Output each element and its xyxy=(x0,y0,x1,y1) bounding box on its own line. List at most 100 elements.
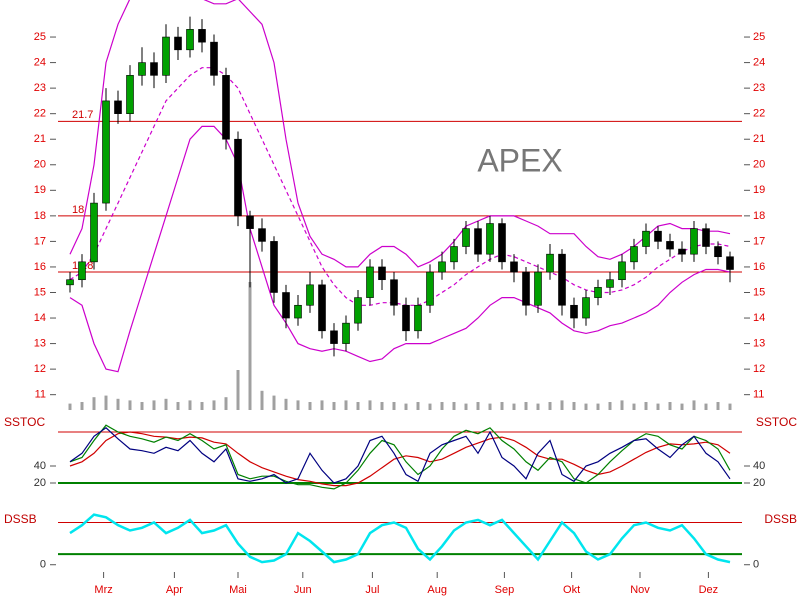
y-tick-label: 22 xyxy=(753,108,765,120)
candle-body xyxy=(666,241,674,250)
candle-body xyxy=(546,253,554,273)
candle-body xyxy=(654,230,662,242)
y-tick-label: 17 xyxy=(753,235,765,247)
volume-bar xyxy=(632,403,636,410)
volume-bar xyxy=(728,403,732,410)
panel-title: DSSB xyxy=(764,512,797,526)
y-tick-label: 23 xyxy=(34,82,46,94)
volume-bar xyxy=(188,400,192,410)
candle-body xyxy=(522,271,530,306)
candle-body xyxy=(630,246,638,263)
y-tick-label: 20 xyxy=(753,159,765,171)
volume-bar xyxy=(644,402,648,410)
y-tick-label: 40 xyxy=(753,460,765,472)
volume-bar xyxy=(332,402,336,410)
candle-body xyxy=(570,304,578,319)
volume-bar xyxy=(716,402,720,410)
candle-body xyxy=(534,271,542,306)
y-tick-label: 11 xyxy=(35,389,46,401)
candle-body xyxy=(714,246,722,258)
volume-bar xyxy=(488,403,492,410)
volume-bar xyxy=(560,400,564,410)
x-tick-label: Sep xyxy=(495,584,515,596)
volume-bar xyxy=(596,403,600,410)
candle-body xyxy=(342,322,350,344)
volume-bar xyxy=(680,403,684,410)
band-lower xyxy=(69,125,731,373)
y-tick-label: 19 xyxy=(34,184,46,196)
y-tick-label: 24 xyxy=(34,56,46,68)
y-tick-label: 40 xyxy=(34,460,46,472)
candle-body xyxy=(378,266,386,281)
series-line xyxy=(69,424,731,490)
candle-body xyxy=(678,248,686,255)
volume-bar xyxy=(320,400,324,410)
y-tick-label: 18 xyxy=(753,210,765,222)
candle-body xyxy=(702,228,710,247)
volume-bar xyxy=(104,395,108,410)
volume-bar xyxy=(140,402,144,410)
y-tick-label: 25 xyxy=(753,31,765,43)
y-tick-label: 11 xyxy=(753,389,764,401)
y-tick-label: 23 xyxy=(753,82,765,94)
y-tick-label: 0 xyxy=(40,559,46,571)
candle-body xyxy=(90,202,98,263)
candle-body xyxy=(438,261,446,273)
volume-bar xyxy=(212,400,216,410)
candle-body xyxy=(582,297,590,319)
x-tick-label: Jun xyxy=(294,584,312,596)
volume-bar xyxy=(272,395,276,410)
candle-body xyxy=(126,75,134,114)
volume-bar xyxy=(704,403,708,410)
candle-body xyxy=(726,256,734,270)
volume-bar xyxy=(116,398,120,410)
candle-body xyxy=(330,330,338,344)
volume-bar xyxy=(284,398,288,410)
candle-body xyxy=(690,228,698,255)
volume-bar xyxy=(620,400,624,410)
volume-bar xyxy=(572,402,576,410)
y-tick-label: 22 xyxy=(34,108,46,120)
panel-title: DSSB xyxy=(4,512,37,526)
volume-bar xyxy=(584,403,588,410)
x-tick-label: Aug xyxy=(427,584,447,596)
x-tick-label: Apr xyxy=(166,584,183,596)
volume-bar xyxy=(164,398,168,410)
candle-body xyxy=(78,261,86,281)
x-tick-label: Dez xyxy=(699,584,719,596)
volume-bar xyxy=(428,403,432,410)
y-tick-label: 0 xyxy=(753,559,759,571)
volume-bar xyxy=(356,402,360,410)
volume-bar xyxy=(440,402,444,410)
candle-body xyxy=(594,287,602,298)
volume-bar xyxy=(236,370,240,410)
series-line xyxy=(69,427,731,484)
candle-body xyxy=(270,241,278,293)
volume-bar xyxy=(452,402,456,410)
y-tick-label: 20 xyxy=(753,477,765,489)
panel-title: SSTOC xyxy=(756,415,797,429)
y-tick-label: 19 xyxy=(753,184,765,196)
y-tick-label: 18 xyxy=(34,210,46,222)
candle-body xyxy=(354,297,362,324)
candle-body xyxy=(162,36,170,76)
volume-bar xyxy=(500,402,504,410)
candle-body xyxy=(246,215,254,229)
candle-body xyxy=(102,100,110,204)
volume-bar xyxy=(380,402,384,410)
x-tick-label: Nov xyxy=(630,584,650,596)
y-tick-label: 14 xyxy=(753,312,765,324)
y-tick-label: 15 xyxy=(34,286,46,298)
candle-body xyxy=(150,62,158,76)
candle-body xyxy=(474,228,482,255)
candle-body xyxy=(618,261,626,281)
x-tick-label: Mrz xyxy=(94,584,112,596)
level-label: 18 xyxy=(72,204,84,216)
y-tick-label: 16 xyxy=(753,261,765,273)
y-tick-label: 16 xyxy=(34,261,46,273)
candle-body xyxy=(114,100,122,114)
volume-bar xyxy=(392,402,396,410)
candle-body xyxy=(366,266,374,298)
volume-bar xyxy=(68,403,72,410)
volume-bar xyxy=(536,403,540,410)
